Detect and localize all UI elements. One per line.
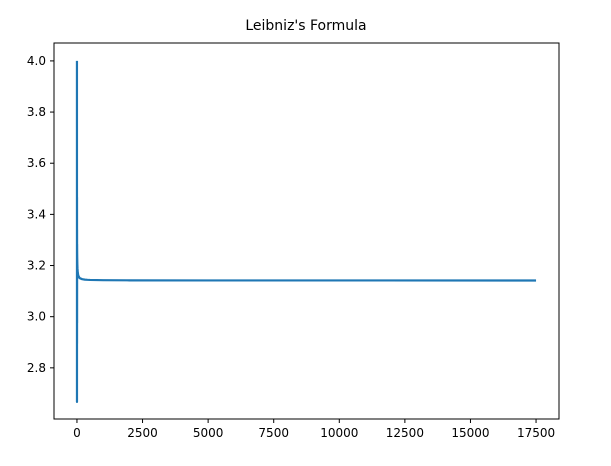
y-tick-label: 2.8 <box>27 361 46 375</box>
axes-frame <box>53 42 560 420</box>
chart-title: Leibniz's Formula <box>245 18 366 34</box>
axes: 0 2500 5000 7500 10000 12500 15000 17500 2.8 3.0 3… <box>27 42 560 440</box>
x-tick-label: 0 <box>73 426 81 440</box>
x-tick-label: 5000 <box>193 426 224 440</box>
plot-area <box>75 60 537 403</box>
x-tick-label: 2500 <box>127 426 158 440</box>
y-tick-label: 3.8 <box>27 105 46 119</box>
x-tick-label: 7500 <box>258 426 289 440</box>
y-tick-label: 3.0 <box>27 310 46 324</box>
y-tick-label: 3.6 <box>27 156 46 170</box>
y-tick-label: 3.4 <box>27 207 46 221</box>
y-tick-label: 4.0 <box>27 54 46 68</box>
x-tick-label: 17500 <box>517 426 555 440</box>
series-line-0 <box>75 60 537 403</box>
x-tick-label: 12500 <box>386 426 424 440</box>
y-tick-label: 3.2 <box>27 259 46 273</box>
x-tick-label: 10000 <box>320 426 358 440</box>
x-tick-label: 15000 <box>451 426 489 440</box>
